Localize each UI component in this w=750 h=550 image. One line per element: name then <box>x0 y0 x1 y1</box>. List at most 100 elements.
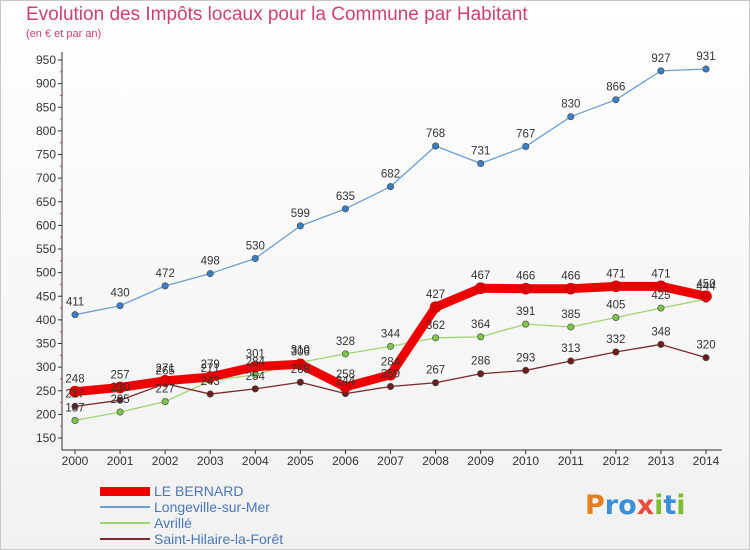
data-point-longeville-sur-mer <box>567 113 575 121</box>
data-label-longeville-sur-mer: 498 <box>201 256 220 268</box>
y-tick-label: 450 <box>36 289 56 303</box>
x-tick-label: 2005 <box>287 454 314 468</box>
data-point-saint-hilaire-la-for-t <box>477 370 485 378</box>
y-tick-label: 400 <box>36 313 56 327</box>
data-point-avrill- <box>477 333 485 341</box>
data-label-avrill-: 364 <box>471 319 491 331</box>
x-tick-label: 2012 <box>603 454 630 468</box>
data-point-avrill- <box>657 304 665 312</box>
data-label-le-bernard: 284 <box>381 357 401 369</box>
data-point-le-bernard <box>114 381 126 394</box>
data-point-avrill- <box>612 314 620 322</box>
data-label-avrill-: 187 <box>65 403 84 415</box>
data-label-longeville-sur-mer: 866 <box>606 82 625 94</box>
data-label-avrill-: 227 <box>156 384 175 396</box>
legend-label: Avrillé <box>154 515 192 531</box>
data-label-avrill-: 328 <box>336 336 355 348</box>
data-point-le-bernard <box>429 301 442 313</box>
data-label-saint-hilaire-la-for-t: 254 <box>246 371 266 383</box>
data-label-longeville-sur-mer: 599 <box>291 208 310 220</box>
data-point-le-bernard <box>384 368 397 381</box>
data-point-saint-hilaire-la-for-t <box>251 385 259 393</box>
data-label-saint-hilaire-la-for-t: 243 <box>201 376 220 388</box>
data-label-longeville-sur-mer: 768 <box>426 128 445 140</box>
data-label-longeville-sur-mer: 830 <box>561 99 580 111</box>
logo-letter: i <box>654 490 664 521</box>
data-label-longeville-sur-mer: 530 <box>246 240 265 252</box>
x-tick-label: 2007 <box>377 454 404 468</box>
data-label-saint-hilaire-la-for-t: 293 <box>516 352 535 364</box>
x-tick-label: 2014 <box>693 454 720 468</box>
data-point-saint-hilaire-la-for-t <box>432 379 440 387</box>
data-point-longeville-sur-mer <box>522 142 530 150</box>
y-tick-label: 900 <box>36 77 56 91</box>
data-point-longeville-sur-mer <box>206 270 214 278</box>
data-point-longeville-sur-mer <box>116 302 124 310</box>
data-point-saint-hilaire-la-for-t <box>612 348 620 356</box>
x-tick-label: 2002 <box>152 454 179 468</box>
data-label-longeville-sur-mer: 767 <box>516 128 535 140</box>
data-point-longeville-sur-mer <box>612 96 620 104</box>
data-label-le-bernard: 466 <box>516 271 535 283</box>
data-point-saint-hilaire-la-for-t <box>206 390 214 398</box>
data-point-le-bernard <box>564 282 577 295</box>
data-label-saint-hilaire-la-for-t: 268 <box>291 364 310 376</box>
x-tick-label: 2000 <box>62 454 89 468</box>
data-label-avrill-: 362 <box>426 320 445 332</box>
data-point-longeville-sur-mer <box>477 159 485 167</box>
y-tick-label: 750 <box>36 148 56 162</box>
x-tick-label: 2003 <box>197 454 224 468</box>
chart-title: Evolution des Impôts locaux pour la Comm… <box>26 4 528 25</box>
data-label-saint-hilaire-la-for-t: 265 <box>156 366 175 378</box>
data-point-longeville-sur-mer <box>657 67 665 75</box>
x-tick-label: 2008 <box>422 454 449 468</box>
legend-swatch <box>100 538 150 540</box>
data-point-avrill- <box>386 342 394 350</box>
axes: 150 200 250 300 350 400 450 500 550 600 650 700 750 8… <box>36 52 722 468</box>
data-label-longeville-sur-mer: 472 <box>156 268 175 280</box>
data-label-avrill-: 405 <box>606 300 625 312</box>
data-label-le-bernard: 301 <box>246 349 265 361</box>
y-tick-label: 300 <box>36 360 56 374</box>
data-point-avrill- <box>341 350 349 358</box>
data-point-avrill- <box>116 408 124 416</box>
y-tick-label: 800 <box>36 124 56 138</box>
data-label-avrill-: 444 <box>696 281 716 293</box>
data-point-le-bernard <box>69 385 81 398</box>
data-point-longeville-sur-mer <box>161 282 169 290</box>
data-label-avrill-: 344 <box>381 328 401 340</box>
data-labels: 411 430 472 498 530 599 635 682 768 731 767 830 866 9… <box>65 51 716 415</box>
data-label-le-bernard: 467 <box>471 270 490 282</box>
data-label-saint-hilaire-la-for-t: 313 <box>561 343 580 355</box>
data-point-le-bernard <box>610 280 622 293</box>
data-point-saint-hilaire-la-for-t <box>522 366 530 374</box>
chart-subtitle: (en € et par an) <box>26 28 102 40</box>
y-tick-label: 700 <box>36 171 56 185</box>
data-point-saint-hilaire-la-for-t <box>702 354 710 362</box>
data-point-le-bernard <box>339 381 352 393</box>
data-point-longeville-sur-mer <box>702 65 710 73</box>
data-point-longeville-sur-mer <box>386 183 394 191</box>
data-point-avrill- <box>522 320 530 328</box>
data-point-le-bernard <box>519 282 532 295</box>
data-label-saint-hilaire-la-for-t: 332 <box>606 334 625 346</box>
data-label-le-bernard: 306 <box>291 346 310 358</box>
data-label-saint-hilaire-la-for-t: 217 <box>65 388 84 400</box>
data-label-le-bernard: 271 <box>156 363 175 375</box>
y-tick-label: 650 <box>36 195 56 209</box>
data-label-avrill-: 284 <box>246 357 266 369</box>
data-label-le-bernard: 248 <box>65 374 84 386</box>
legend-swatch <box>100 486 150 496</box>
y-tick-label: 250 <box>36 384 56 398</box>
logo-letter: t <box>663 490 677 521</box>
legend-swatch <box>100 522 150 524</box>
y-tick-label: 500 <box>36 266 56 280</box>
data-point-avrill- <box>432 334 440 342</box>
data-point-longeville-sur-mer <box>341 205 349 213</box>
data-label-longeville-sur-mer: 731 <box>471 145 490 157</box>
data-label-le-bernard: 258 <box>336 369 355 381</box>
data-label-longeville-sur-mer: 411 <box>66 297 84 309</box>
x-tick-label: 2004 <box>242 454 269 468</box>
data-point-le-bernard <box>249 360 262 373</box>
data-point-saint-hilaire-la-for-t <box>71 402 79 410</box>
